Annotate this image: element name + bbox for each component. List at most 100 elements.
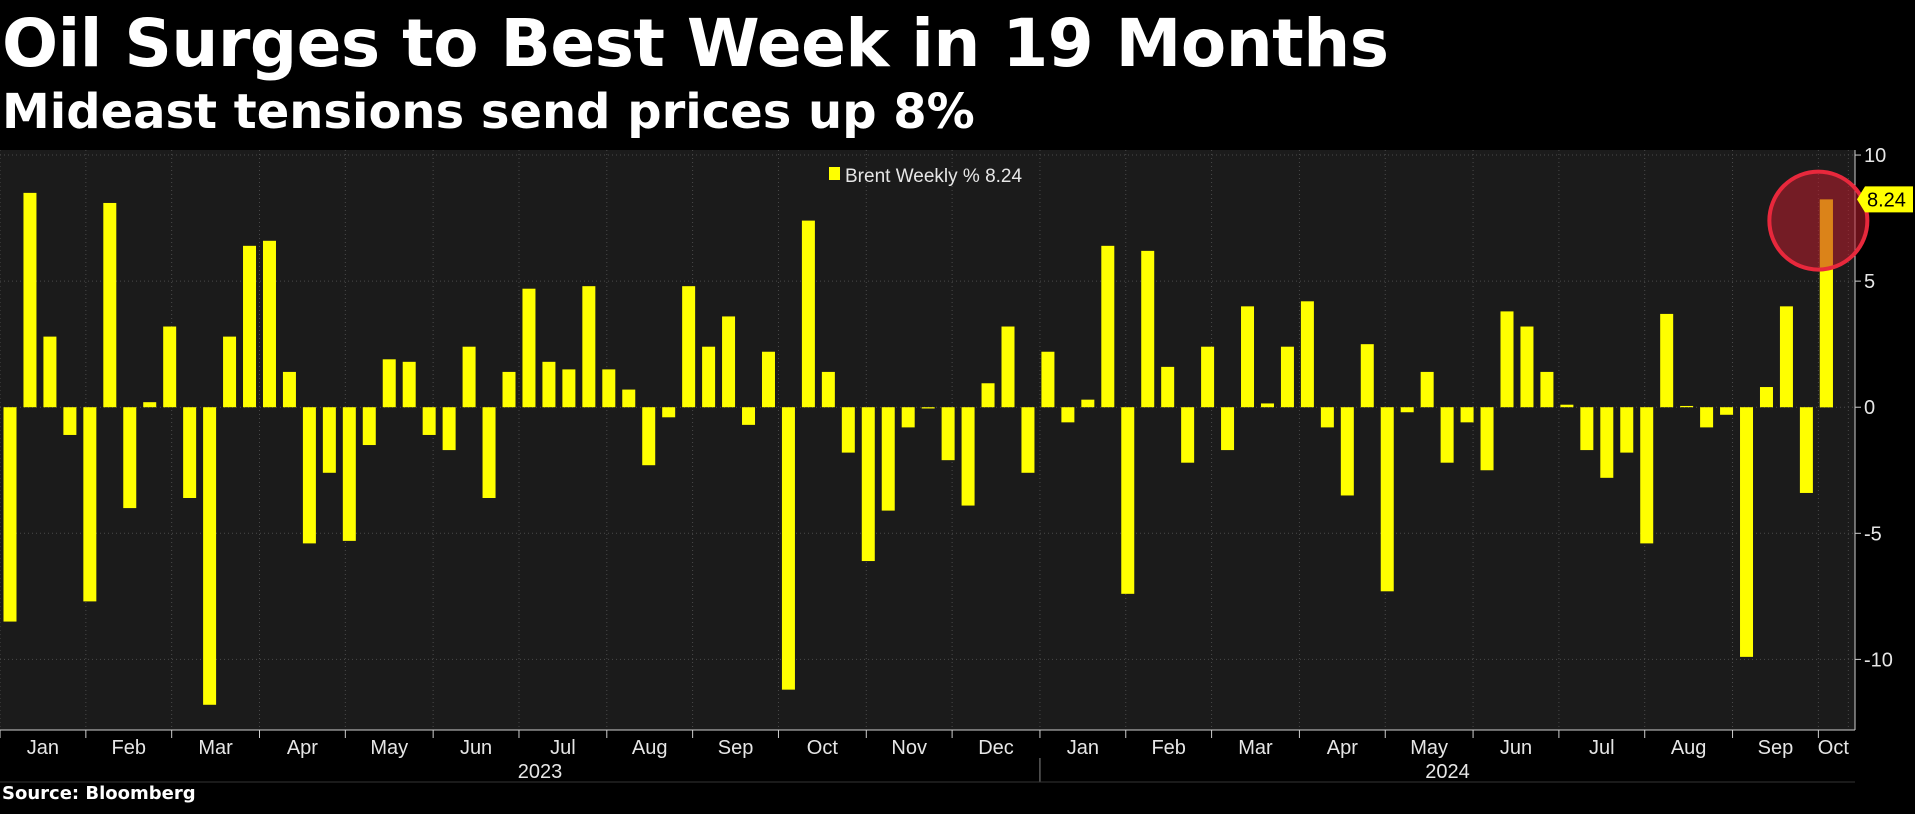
bar	[682, 286, 696, 408]
bar	[143, 402, 157, 408]
bars	[3, 192, 1833, 705]
bar	[582, 286, 596, 408]
bar	[43, 336, 57, 408]
bar	[1520, 326, 1534, 408]
bar	[1141, 250, 1155, 408]
bar	[1161, 366, 1175, 408]
x-tick-label: Sep	[718, 737, 754, 759]
bar	[702, 346, 716, 408]
y-tick-label: 0	[1864, 397, 1875, 419]
bar	[1101, 245, 1115, 408]
bar	[1759, 387, 1773, 408]
bar	[1081, 399, 1095, 408]
x-tick-label: Apr	[287, 737, 318, 759]
bar	[622, 389, 636, 408]
bar	[1480, 407, 1494, 471]
x-tick-label: Jan	[1067, 737, 1099, 759]
legend: Brent Weekly % 8.24	[829, 166, 1023, 187]
bar	[722, 316, 736, 408]
bar	[1260, 403, 1274, 408]
bar	[362, 407, 376, 446]
bar	[1041, 351, 1055, 408]
x-tick-label: Aug	[632, 737, 668, 759]
bar	[1221, 407, 1235, 451]
bar	[1340, 407, 1354, 496]
bar	[1700, 407, 1714, 428]
bar	[1560, 404, 1574, 408]
x-tick-label: May	[1410, 737, 1448, 759]
bar	[1320, 407, 1334, 428]
bar	[742, 407, 756, 425]
x-tick-label: Jun	[460, 737, 492, 759]
bar	[282, 371, 296, 408]
bar	[1500, 311, 1514, 408]
x-tick-label: Oct	[807, 737, 839, 759]
source-note: Source: Bloomberg	[2, 783, 196, 804]
year-label: 2024	[1425, 761, 1470, 783]
last-value-label: 8.24	[1857, 186, 1913, 213]
x-tick-label: Feb	[112, 737, 146, 759]
bar	[442, 407, 456, 451]
bar	[1799, 407, 1813, 493]
bar	[342, 407, 356, 541]
bar	[103, 202, 117, 408]
bar	[1181, 407, 1195, 463]
highlight-ring	[1767, 169, 1870, 272]
bar	[1740, 407, 1754, 657]
x-tick-label: Mar	[1238, 737, 1273, 759]
bar	[861, 407, 875, 562]
bar	[1241, 306, 1255, 408]
bar	[1021, 407, 1035, 473]
bar	[422, 407, 436, 435]
bar	[1640, 407, 1654, 544]
bar	[1280, 346, 1294, 408]
bar	[402, 361, 416, 408]
bar	[1400, 407, 1414, 413]
chart-title: Oil Surges to Best Week in 19 Months	[2, 5, 1389, 82]
bar	[602, 369, 616, 408]
y-tick-label: -10	[1864, 649, 1893, 671]
bar	[642, 407, 656, 466]
bar	[542, 361, 556, 408]
bar	[63, 407, 77, 435]
bar	[1380, 407, 1394, 592]
bar	[1720, 407, 1734, 415]
bar	[981, 383, 995, 408]
bar	[83, 407, 97, 602]
x-tick-label: Jun	[1500, 737, 1532, 759]
bar	[3, 407, 17, 622]
bar	[941, 407, 955, 461]
bar	[1460, 407, 1474, 423]
bar	[1360, 344, 1374, 408]
bar	[203, 407, 217, 705]
bar	[761, 351, 775, 408]
bar	[1001, 326, 1015, 408]
x-tick-label: Jul	[550, 737, 576, 759]
bar	[302, 407, 316, 544]
bar	[502, 371, 516, 408]
bar	[1580, 407, 1594, 451]
bar	[821, 371, 835, 408]
last-value-text: 8.24	[1867, 189, 1906, 211]
bar	[123, 407, 137, 509]
bar	[562, 369, 576, 408]
bar	[961, 407, 975, 506]
bar	[462, 346, 476, 408]
y-tick-label: 5	[1864, 271, 1875, 293]
y-tick-label: 10	[1864, 145, 1886, 167]
bar	[243, 245, 257, 408]
y-tick-label: -5	[1864, 523, 1882, 545]
bar	[781, 407, 795, 690]
bar	[841, 407, 855, 453]
legend-swatch	[829, 167, 840, 180]
bar	[1061, 407, 1075, 423]
bar	[482, 407, 496, 498]
x-tick-label: Apr	[1327, 737, 1358, 759]
bar	[1540, 371, 1554, 408]
x-tick-label: Aug	[1671, 737, 1707, 759]
year-label: 2023	[518, 761, 563, 783]
x-tick-label: Jan	[27, 737, 59, 759]
x-tick-label: Dec	[978, 737, 1014, 759]
x-tick-label: Nov	[891, 737, 927, 759]
x-tick-label: Sep	[1758, 737, 1794, 759]
